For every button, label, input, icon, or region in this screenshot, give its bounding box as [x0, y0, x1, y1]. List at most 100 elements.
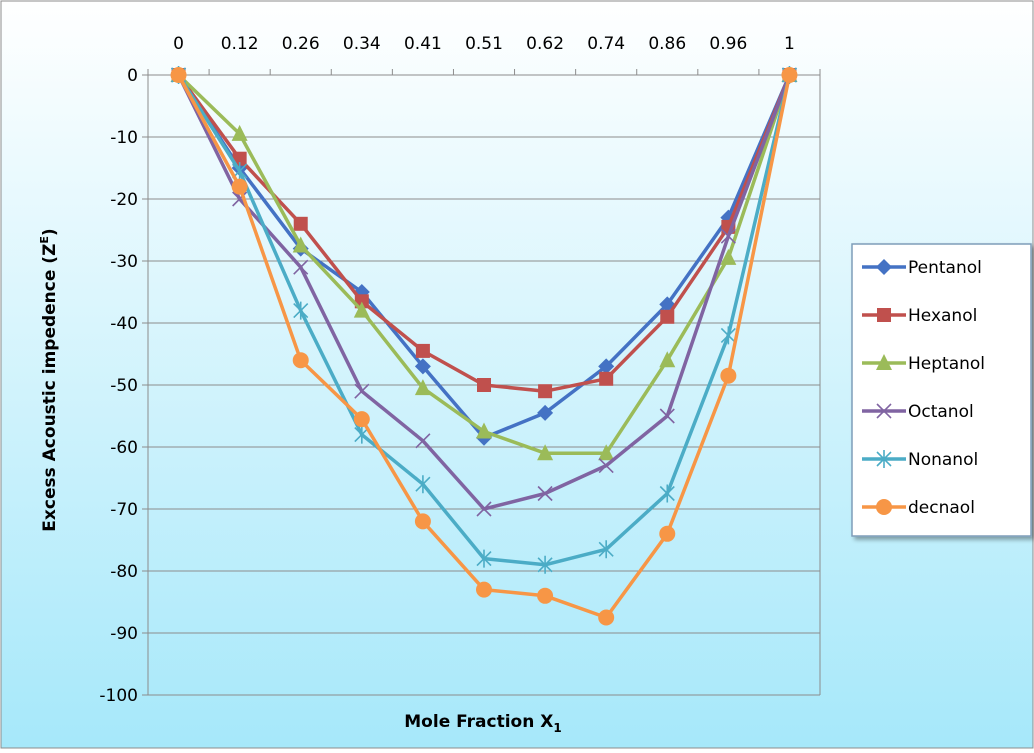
marker-star — [720, 326, 736, 345]
legend-label: Octanol — [908, 402, 974, 422]
marker-square — [293, 216, 308, 231]
marker-triangle — [231, 124, 248, 141]
y-tick-label: -40 — [110, 314, 138, 334]
marker-circle — [414, 513, 431, 530]
marker-star — [876, 450, 892, 468]
marker-x — [876, 403, 892, 419]
y-tick-label: -30 — [110, 252, 138, 272]
marker-star — [598, 540, 614, 559]
x-tick-label: 0.96 — [709, 34, 747, 54]
series-layer — [170, 66, 798, 626]
x-tick-label: 0.12 — [221, 34, 259, 54]
legend-label: decnaol — [908, 498, 975, 518]
marker-diamond — [876, 259, 892, 275]
y-tick-labels: 0 -10 -20 -30 -40 -50 -60 -70 -80 -90 -100 — [99, 66, 138, 706]
y-tick-label: 0 — [127, 66, 138, 86]
marker-triangle — [659, 351, 676, 368]
y-axis-title-end: ) — [40, 228, 60, 236]
marker-circle — [781, 67, 798, 83]
marker-x — [598, 458, 614, 474]
y-tick-label: -100 — [99, 686, 138, 706]
y-axis-title: Excess Acoustic impedence (ZE) — [38, 228, 60, 531]
x-tick-label: 0.34 — [343, 34, 381, 54]
marker-circle — [292, 352, 309, 369]
y-tick-label: -60 — [110, 438, 138, 458]
x-tick-labels: 0 0.12 0.26 0.34 0.41 0.51 0.62 0.74 0.86 0.96 1 — [173, 34, 795, 54]
marker-triangle — [876, 354, 892, 370]
marker-circle — [353, 411, 370, 428]
x-axis-title-sub: 1 — [553, 721, 561, 735]
marker-circle — [476, 581, 492, 598]
marker-x — [659, 408, 675, 424]
marker-circle — [231, 178, 248, 195]
y-tick-label: -20 — [110, 190, 138, 210]
marker-triangle — [292, 236, 309, 253]
marker-circle — [876, 499, 892, 515]
x-tick-label: 0.51 — [465, 34, 503, 54]
marker-triangle — [598, 444, 615, 461]
legend-label: Heptanol — [908, 354, 985, 374]
marker-circle — [537, 587, 554, 604]
marker-triangle — [353, 301, 370, 318]
axes — [142, 69, 821, 696]
legend: Pentanol Hexanol Heptanol Octanol Nonanol dec… — [851, 243, 1032, 537]
marker-square — [538, 384, 553, 399]
legend-label: Hexanol — [908, 306, 977, 326]
marker-square — [232, 151, 247, 166]
marker-star — [415, 475, 431, 494]
x-tick-label: 0.62 — [526, 34, 564, 54]
legend-item: Heptanol — [862, 354, 985, 374]
x-tick-label: 0.86 — [648, 34, 686, 54]
x-axis-title-main: Mole Fraction X — [404, 712, 553, 732]
marker-star — [659, 484, 675, 503]
marker-x — [415, 433, 431, 449]
marker-square — [415, 343, 430, 358]
marker-circle — [720, 367, 737, 384]
y-tick-label: -70 — [110, 500, 138, 520]
marker-diamond — [537, 404, 554, 421]
marker-square — [477, 378, 491, 392]
x-tick-label: 0.26 — [282, 34, 320, 54]
legend-items: Pentanol Hexanol Heptanol Octanol Nonanol dec… — [862, 258, 985, 518]
legend-item: Nonanol — [862, 450, 978, 470]
marker-triangle — [476, 422, 492, 439]
marker-x — [476, 501, 492, 517]
y-tick-label: -80 — [110, 562, 138, 582]
marker-diamond — [414, 358, 431, 375]
marker-star — [293, 301, 309, 320]
x-axis-title: Mole Fraction X1 — [404, 712, 561, 735]
y-axis-title-sup: E — [38, 236, 51, 244]
marker-x — [537, 485, 553, 502]
legend-item: Hexanol — [862, 306, 977, 326]
series-octanol — [170, 67, 798, 517]
x-tick-label: 0.74 — [587, 34, 625, 54]
marker-x — [293, 259, 309, 275]
legend-item: Octanol — [862, 402, 974, 422]
legend-label: Nonanol — [908, 450, 978, 470]
marker-square — [660, 309, 675, 324]
legend-item: decnaol — [862, 498, 975, 518]
marker-triangle — [720, 248, 737, 265]
x-tick-label: 0 — [173, 34, 184, 54]
marker-x — [354, 383, 370, 399]
marker-circle — [659, 525, 676, 542]
marker-x — [720, 228, 736, 244]
x-tick-label: 1 — [784, 34, 795, 54]
marker-circle — [170, 67, 187, 83]
x-tick-label: 0.41 — [404, 34, 442, 54]
marker-triangle — [414, 379, 431, 396]
legend-label: Pentanol — [908, 258, 982, 278]
marker-diamond — [598, 358, 615, 375]
legend-box — [851, 243, 1032, 537]
y-tick-label: -50 — [110, 376, 138, 396]
marker-star — [537, 555, 553, 574]
y-tick-label: -90 — [110, 624, 138, 644]
marker-circle — [598, 609, 615, 626]
marker-triangle — [537, 444, 554, 461]
marker-square — [877, 308, 891, 322]
marker-square — [599, 371, 614, 386]
marker-star — [476, 549, 492, 568]
series-decnaol — [170, 67, 798, 626]
